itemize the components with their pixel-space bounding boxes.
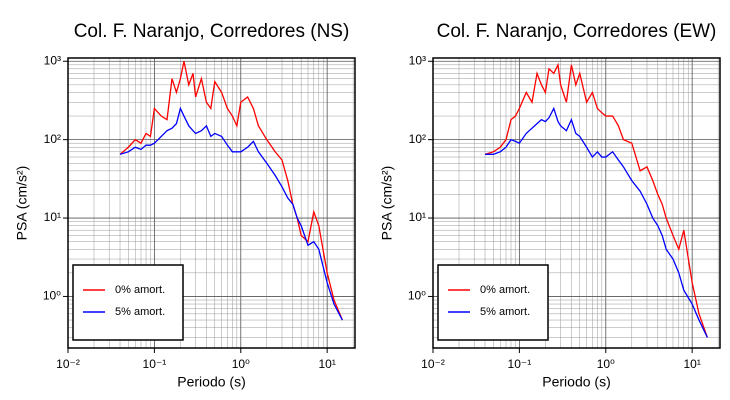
- y-axis-label: PSA (cm/s²): [14, 166, 30, 241]
- x-tick-label: 10⁰: [232, 357, 250, 371]
- legend-box: [72, 264, 184, 341]
- series-line: [119, 61, 343, 321]
- x-tick-label: 10⁻²: [421, 357, 445, 371]
- x-tick-label: 10¹: [683, 357, 700, 371]
- x-tick-label: 10⁰: [597, 357, 615, 371]
- y-tick-label: 10¹: [409, 210, 426, 224]
- x-tick-label: 10⁻²: [56, 357, 80, 371]
- legend-label: 0% amort.: [480, 284, 530, 296]
- legend-box: [437, 264, 549, 341]
- x-axis-label: Periodo (s): [177, 374, 245, 390]
- y-tick-label: 10⁰: [408, 289, 426, 303]
- chart-title: Col. F. Naranjo, Corredores (EW): [437, 21, 717, 42]
- x-tick-label: 10⁻¹: [508, 357, 532, 371]
- legend-label: 0% amort.: [115, 284, 165, 296]
- chart-title: Col. F. Naranjo, Corredores (NS): [74, 21, 350, 42]
- y-axis-label: PSA (cm/s²): [379, 166, 395, 241]
- y-tick-label: 10²: [44, 132, 61, 146]
- y-tick-label: 10³: [409, 53, 426, 67]
- plot-frame: [67, 57, 356, 349]
- series-line: [484, 62, 708, 338]
- legend-label: 5% amort.: [480, 306, 530, 318]
- y-tick-label: 10¹: [44, 210, 61, 224]
- y-tick-label: 10³: [44, 53, 61, 67]
- x-tick-label: 10¹: [318, 357, 335, 371]
- series-line: [119, 106, 343, 321]
- series-line: [485, 106, 708, 338]
- x-tick-label: 10⁻¹: [143, 357, 167, 371]
- x-axis-label: Periodo (s): [542, 374, 610, 390]
- y-tick-label: 10⁰: [43, 289, 61, 303]
- legend-label: 5% amort.: [115, 306, 165, 318]
- plot-frame: [432, 57, 721, 349]
- y-tick-label: 10²: [409, 132, 426, 146]
